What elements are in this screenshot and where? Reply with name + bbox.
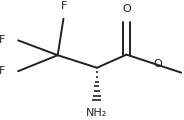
Text: NH₂: NH₂ [86, 108, 107, 118]
Text: F: F [0, 66, 6, 76]
Text: O: O [122, 4, 131, 14]
Text: O: O [153, 59, 162, 69]
Text: F: F [0, 35, 6, 45]
Text: F: F [61, 1, 68, 11]
